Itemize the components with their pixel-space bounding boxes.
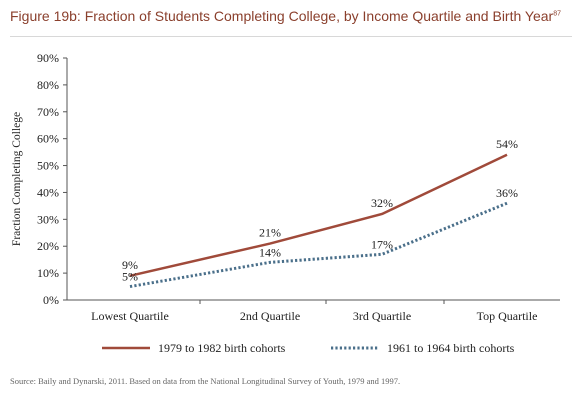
x-tick-label: Lowest Quartile [91,309,169,323]
title-footnote: 87 [553,10,561,18]
data-label: 54% [496,137,518,151]
data-label: 17% [371,237,393,251]
data-label: 32% [371,196,393,210]
x-tick-label: 2nd Quartile [240,309,300,323]
y-tick-label: 30% [37,212,59,226]
y-axis-title: Fraction Completing College [11,112,23,246]
y-tick-label: 40% [37,185,59,199]
legend-label-1: 1979 to 1982 birth cohorts [158,341,286,355]
y-tick-label: 60% [37,132,59,146]
series-line-1 [129,153,508,278]
y-tick-label: 0% [43,293,59,307]
title-divider [10,36,572,37]
legend-label-2: 1961 to 1964 birth cohorts [387,341,515,355]
y-tick-label: 90% [37,51,59,65]
y-tick-label: 70% [37,105,59,119]
data-label: 14% [259,245,281,259]
data-label: 21% [259,226,281,240]
x-tick-label: Top Quartile [477,309,538,323]
x-tick-label: 3rd Quartile [353,309,411,323]
source-note: Source: Baily and Dynarski, 2011. Based … [10,376,401,386]
chart-title-text: Figure 19b: Fraction of Students Complet… [10,8,554,24]
data-label: 36% [496,186,518,200]
data-label: 9% [122,258,138,272]
data-label: 5% [122,270,138,284]
series-line-2 [129,201,508,289]
y-tick-label: 50% [37,159,59,173]
y-tick-label: 80% [37,78,59,92]
chart-title: Figure 19b: Fraction of Students Complet… [10,8,575,24]
y-tick-label: 20% [37,239,59,253]
y-tick-label: 10% [37,266,59,280]
